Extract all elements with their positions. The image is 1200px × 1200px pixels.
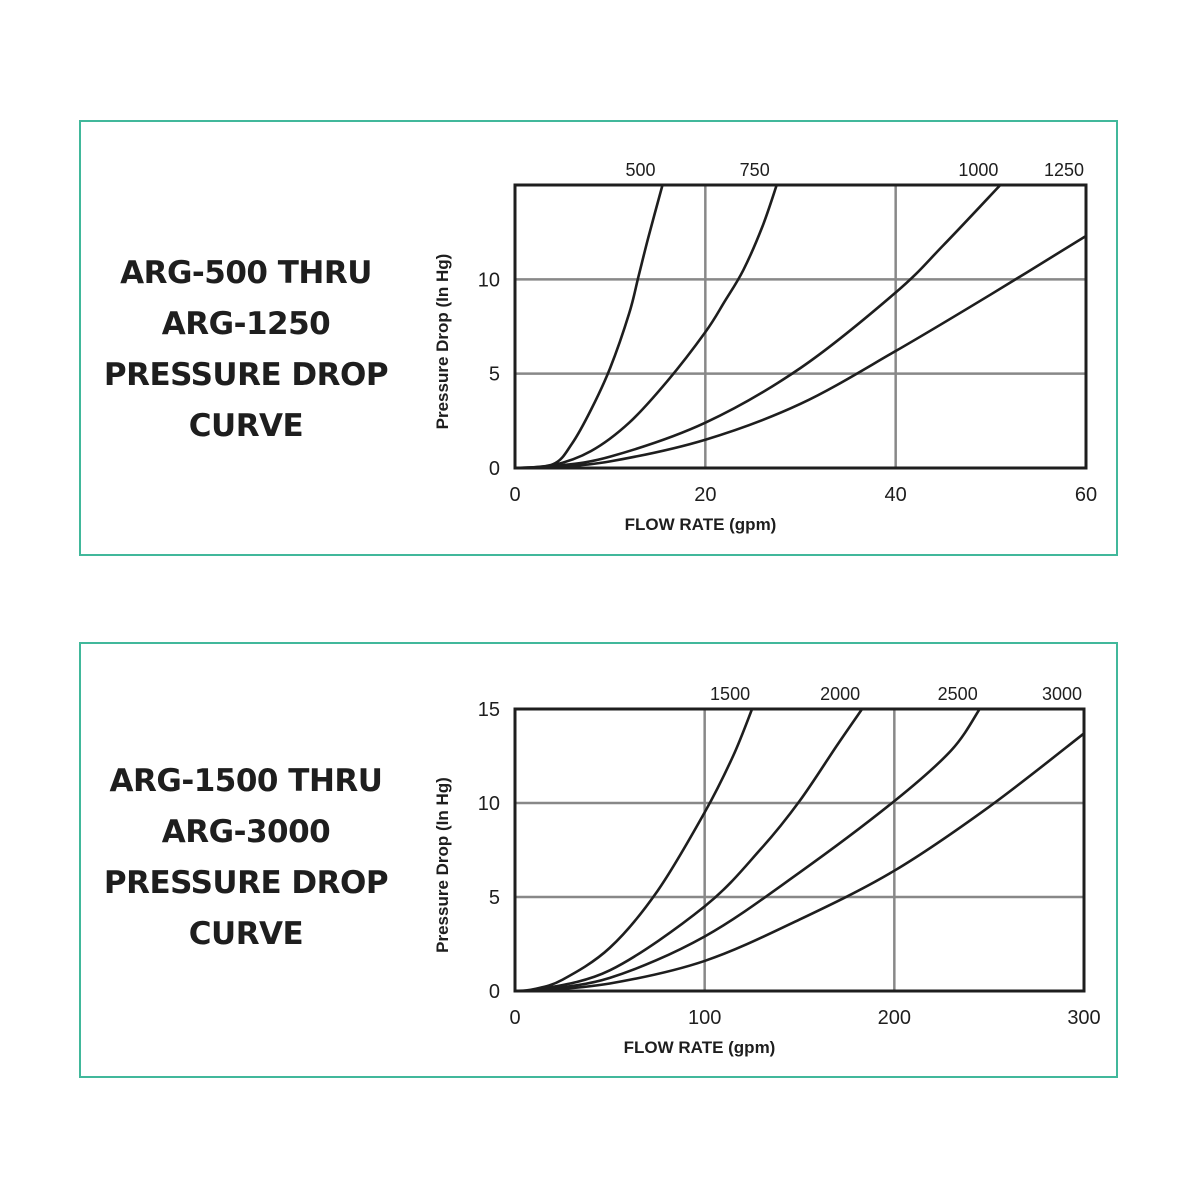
x-tick-label: 0: [509, 484, 520, 506]
series-label-2500: 2500: [938, 684, 978, 704]
series-label-1000: 1000: [958, 160, 998, 180]
x-tick-label: 60: [1075, 484, 1097, 506]
series-line-750: [515, 185, 778, 468]
plot-frame: [513, 707, 1086, 993]
series-label-1250: 1250: [1044, 160, 1084, 180]
panel-title-line: PRESSURE DROP: [103, 865, 389, 901]
series-line-2000: [515, 709, 864, 991]
series-line-500: [515, 185, 664, 468]
chart-panel-bottom: ARG-1500 THRU ARG-3000 PRESSURE DROP CUR…: [79, 642, 1118, 1078]
chart-panel-top: ARG-500 THRU ARG-1250 PRESSURE DROP CURV…: [79, 120, 1118, 556]
panel-title-line: ARG-1250: [161, 306, 331, 342]
plot-frame: [513, 183, 1088, 470]
panel-title-line: ARG-3000: [161, 814, 331, 850]
series-line-1000: [515, 185, 1002, 468]
x-tick-label: 300: [1067, 1007, 1100, 1029]
x-axis-title: FLOW RATE (gpm): [625, 515, 777, 534]
series-line-3000: [515, 732, 1084, 991]
series-label-1500: 1500: [710, 684, 750, 704]
panel-title: ARG-1500 THRU ARG-3000 PRESSURE DROP CUR…: [81, 756, 411, 960]
panel-title-line: PRESSURE DROP: [103, 357, 389, 393]
x-axis-title: FLOW RATE (gpm): [624, 1038, 776, 1057]
series-line-1500: [515, 709, 754, 991]
y-tick-label: 10: [478, 793, 500, 815]
panel-title-line: CURVE: [188, 916, 304, 952]
y-tick-label: 0: [489, 981, 500, 1003]
panel-title-line: ARG-1500 THRU: [109, 763, 383, 799]
x-tick-label: 200: [878, 1007, 911, 1029]
y-axis-title: Pressure Drop (In Hg): [433, 254, 452, 430]
x-tick-label: 40: [885, 484, 907, 506]
panel-title-line: ARG-500 THRU: [120, 255, 372, 291]
series-label-2000: 2000: [820, 684, 860, 704]
y-tick-label: 5: [489, 887, 500, 909]
series-label-3000: 3000: [1042, 684, 1082, 704]
y-tick-label: 0: [489, 458, 500, 480]
panel-title-line: CURVE: [188, 408, 304, 444]
panel-title: ARG-500 THRU ARG-1250 PRESSURE DROP CURV…: [81, 248, 411, 452]
y-tick-label: 10: [478, 269, 500, 291]
series-line-2500: [515, 709, 981, 991]
y-tick-label: 15: [478, 699, 500, 721]
x-tick-label: 100: [688, 1007, 721, 1029]
series-label-750: 750: [740, 160, 770, 180]
y-axis-title: Pressure Drop (In Hg): [433, 777, 452, 953]
y-tick-label: 5: [489, 364, 500, 386]
series-line-1250: [515, 234, 1086, 468]
x-tick-label: 20: [694, 484, 716, 506]
x-tick-label: 0: [509, 1007, 520, 1029]
pressure-drop-chart-top: 0 20 40 60 0 5 10 500 750 1000 1250 FLOW RATE (gpm)…: [433, 160, 1097, 534]
series-label-500: 500: [625, 160, 655, 180]
